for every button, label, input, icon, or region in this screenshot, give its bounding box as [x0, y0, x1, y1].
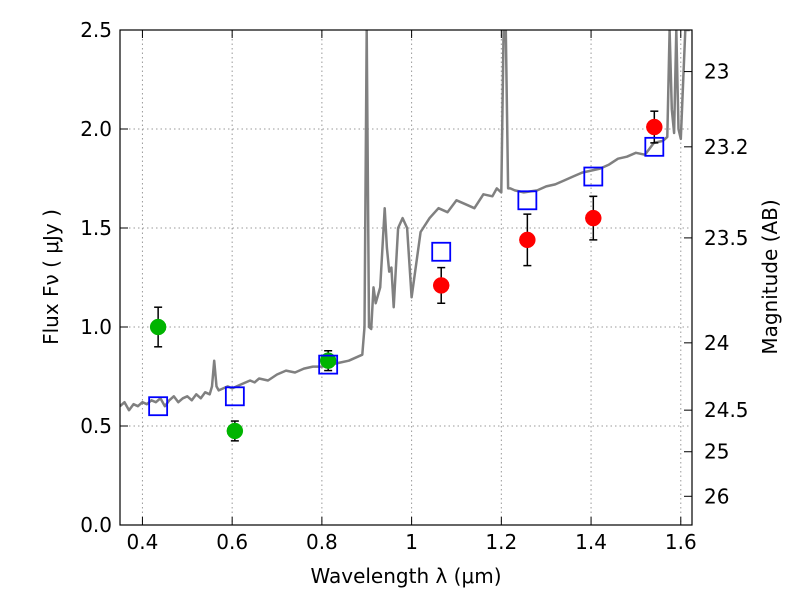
- green-data-point: [319, 352, 337, 369]
- x-tick-label: 1: [405, 530, 418, 554]
- right-tick-label: 24.5: [704, 398, 749, 422]
- model-photometry-square: [583, 166, 604, 187]
- model-photometry-square: [148, 396, 169, 417]
- red-data-point: [432, 277, 450, 294]
- x-axis-label: Wavelength λ (μm): [310, 564, 501, 588]
- plot-frame: [119, 29, 693, 526]
- green-data-point: [149, 318, 167, 336]
- x-tick-label: 0.4: [127, 530, 159, 554]
- plot-background: [120, 30, 692, 525]
- right-tick-label: 25: [704, 440, 729, 464]
- y-axis-label: Flux Fν ( μJy ): [39, 209, 63, 345]
- x-tick-label: 1.2: [485, 530, 517, 554]
- red-data-point: [646, 118, 663, 136]
- right-tick-label: 23.2: [704, 135, 749, 159]
- x-tick-label: 1.6: [665, 530, 697, 554]
- model-photometry-square: [431, 241, 452, 262]
- y-tick-label: 0.0: [80, 513, 112, 537]
- red-data-point: [519, 231, 536, 249]
- x-tick-label: 1.4: [575, 530, 607, 554]
- model-photometry-square: [318, 354, 339, 375]
- y-tick-label: 1.5: [80, 216, 112, 240]
- right-tick-label: 23: [704, 60, 729, 84]
- right-tick-label: 26: [704, 484, 729, 508]
- axis-ticks: 0.4 0.6 0.8 1 1.2 1.4 1.6 0.0 0.5 1.0 1.5 2.0 2.5 23 2…: [80, 18, 748, 554]
- model-photometry-square: [517, 190, 538, 211]
- series-layer: [120, 30, 690, 442]
- y-tick-label: 2.0: [80, 117, 112, 141]
- model-spectrum-line: [120, 30, 690, 412]
- y-tick-label: 0.5: [80, 414, 112, 438]
- y-tick-label: 2.5: [80, 18, 112, 42]
- red-data-point: [585, 209, 602, 227]
- right-tick-label: 24: [704, 331, 729, 355]
- y-tick-label: 1.0: [80, 315, 112, 339]
- x-tick-label: 0.8: [306, 530, 338, 554]
- x-tick-label: 0.6: [216, 530, 248, 554]
- right-tick-label: 23.5: [704, 226, 749, 250]
- green-data-point: [226, 422, 244, 440]
- model-photometry-square: [224, 386, 245, 407]
- model-photometry-square: [644, 136, 665, 157]
- right-axis-label: Magnitude (AB): [758, 199, 782, 354]
